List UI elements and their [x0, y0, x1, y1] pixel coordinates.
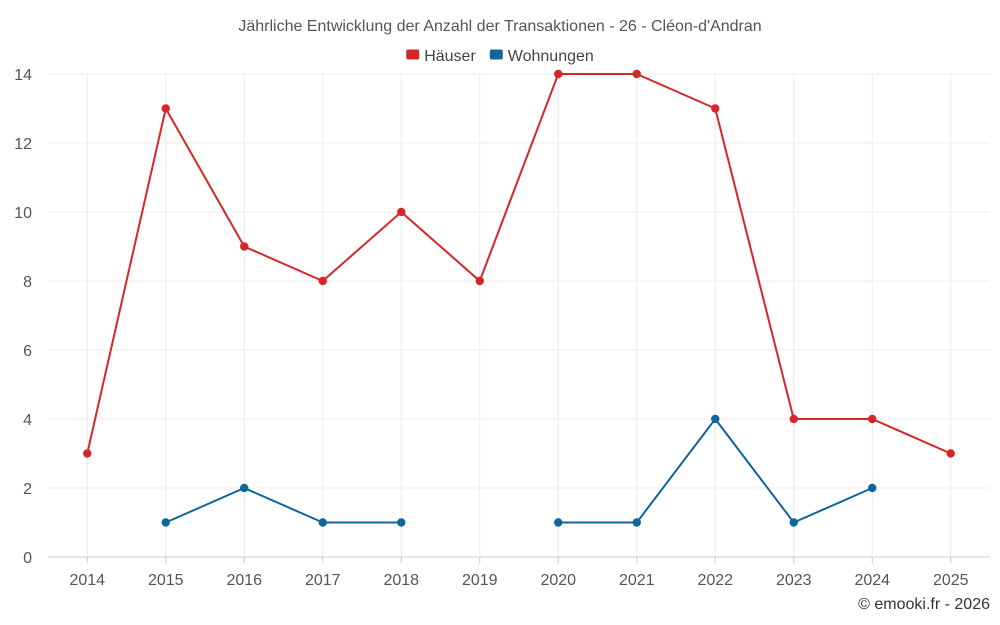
x-tick-label: 2023	[776, 572, 812, 589]
y-tick-label: 6	[23, 343, 32, 360]
x-tick-label: 2020	[540, 572, 576, 589]
legend-label: Wohnungen	[508, 48, 594, 65]
x-tick-label: 2024	[854, 572, 890, 589]
data-point[interactable]	[475, 276, 484, 286]
data-point[interactable]	[318, 276, 327, 286]
data-point[interactable]	[318, 518, 327, 527]
x-tick-label: 2017	[305, 572, 341, 589]
data-point[interactable]	[161, 104, 170, 113]
legend-swatch	[489, 49, 503, 60]
data-point[interactable]	[711, 104, 720, 113]
x-tick-label: 2019	[462, 572, 498, 589]
chart-title: Jährliche Entwicklung der Anzahl der Tra…	[238, 18, 761, 35]
data-point[interactable]	[554, 69, 563, 79]
legend-swatch	[406, 49, 420, 60]
data-point[interactable]	[868, 414, 877, 424]
data-point[interactable]	[946, 449, 955, 458]
y-tick-label: 8	[23, 274, 32, 291]
x-tick-label: 2018	[383, 572, 419, 589]
x-tick-label: 2014	[69, 572, 105, 589]
legend-label: Häuser	[424, 48, 476, 65]
data-point[interactable]	[83, 449, 92, 458]
series-layer	[83, 69, 955, 527]
y-tick-label: 2	[23, 481, 32, 498]
x-tick-label: 2016	[226, 572, 262, 589]
y-tick-label: 14	[14, 67, 32, 84]
series-0	[83, 69, 955, 458]
data-point[interactable]	[397, 518, 406, 527]
series-line	[86, 73, 952, 455]
y-tick-label: 12	[14, 136, 32, 153]
y-tick-label: 4	[23, 412, 32, 429]
data-point[interactable]	[789, 518, 798, 527]
axes: 0 2 4 6 8 10 12 14 2014 2015 2016 2017 2018 2019 2020 2…	[14, 67, 990, 589]
data-point[interactable]	[632, 518, 641, 527]
y-tick-label: 10	[14, 205, 32, 222]
data-point[interactable]	[789, 414, 798, 424]
x-tick-label: 2022	[697, 572, 733, 589]
series-1	[161, 414, 877, 527]
x-tick-label: 2021	[619, 572, 655, 589]
data-point[interactable]	[868, 483, 877, 493]
data-point[interactable]	[161, 518, 170, 527]
grid	[48, 73, 990, 557]
data-point[interactable]	[554, 518, 563, 527]
legend: Häuser Wohnungen	[406, 48, 594, 65]
legend-item-0[interactable]: Häuser	[406, 48, 476, 65]
legend-item-1[interactable]: Wohnungen	[489, 48, 594, 65]
data-point[interactable]	[397, 207, 406, 217]
series-line	[165, 487, 402, 524]
data-point[interactable]	[240, 242, 249, 251]
data-point[interactable]	[632, 69, 641, 79]
x-tick-label: 2015	[148, 572, 184, 589]
x-tick-label: 2025	[933, 572, 969, 589]
data-point[interactable]	[240, 483, 249, 493]
y-tick-label: 0	[23, 550, 32, 567]
data-point[interactable]	[711, 414, 720, 424]
credit-text: © emooki.fr - 2026	[858, 596, 990, 613]
